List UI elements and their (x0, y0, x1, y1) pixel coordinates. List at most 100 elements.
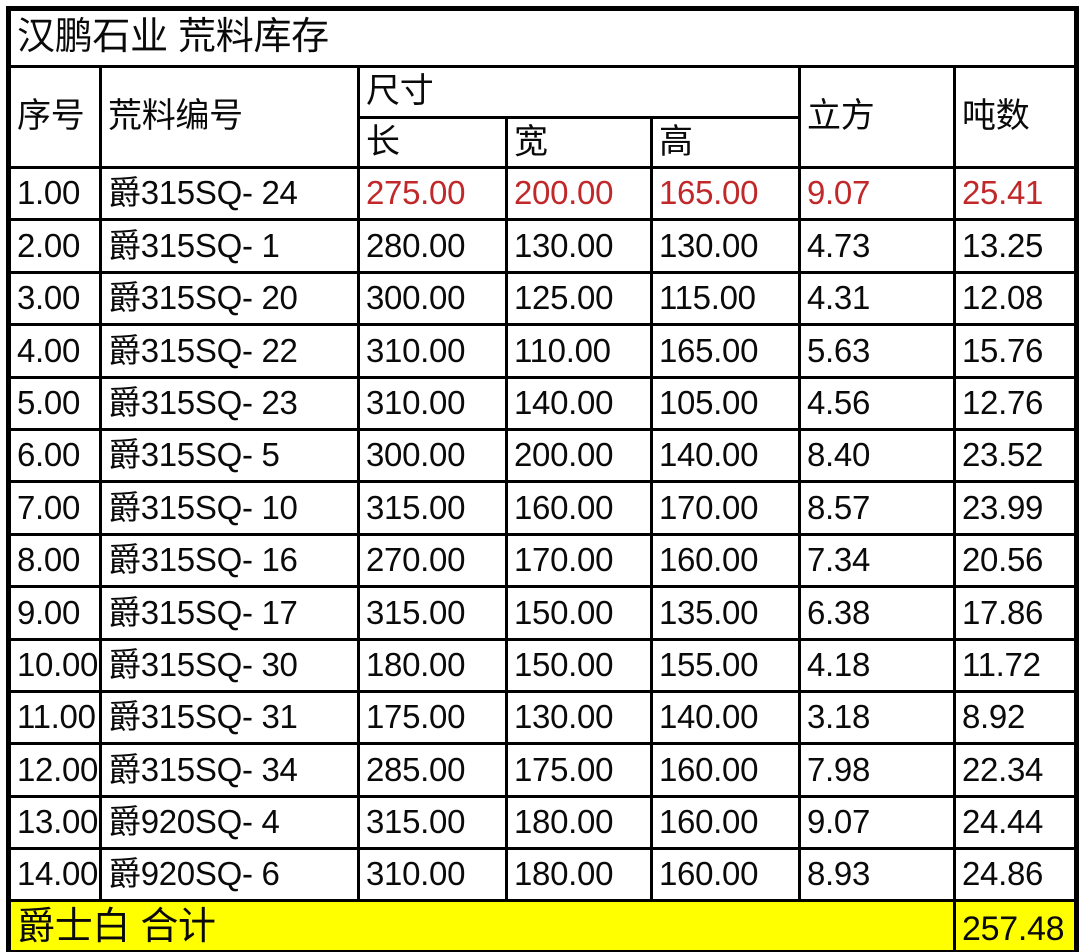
table-row: 4.00 爵315SQ- 22 310.00 110.00 165.00 5.63 15.7… (7, 323, 1079, 379)
footer-total-tonnage: 257.48 (952, 899, 1079, 952)
header-row-1: 序号 荒料编号 尺寸 立方 吨数 (7, 65, 1079, 169)
table-row: 13.00 爵920SQ- 4 315.00 180.00 160.00 9.07 24.4… (7, 794, 1079, 851)
cell-height: 135.00 (650, 585, 801, 641)
cell-block-no: 爵315SQ- 10 (99, 480, 360, 536)
cell-height: 140.00 (650, 427, 801, 484)
col-header-height: 高 (650, 116, 801, 169)
table-head: 汉鹏石业 荒料库存 序号 荒料编号 尺寸 立方 吨数 长 宽 高 (6, 7, 1079, 169)
cell-width: 180.00 (505, 794, 653, 851)
cell-block-no: 爵315SQ- 24 (99, 165, 360, 222)
cell-volume: 8.40 (798, 427, 956, 484)
cell-height: 105.00 (650, 375, 801, 431)
cell-index: 9.00 (7, 585, 102, 641)
col-header-length: 长 (357, 116, 508, 169)
cell-height: 165.00 (650, 165, 801, 222)
cell-tonnage: 22.34 (952, 742, 1079, 798)
cell-length: 180.00 (357, 637, 508, 693)
cell-volume: 4.56 (798, 375, 956, 431)
cell-height: 160.00 (650, 794, 801, 851)
cell-tonnage: 24.44 (952, 794, 1079, 851)
cell-tonnage: 20.56 (952, 532, 1079, 589)
cell-tonnage: 12.76 (952, 375, 1079, 431)
col-header-width: 宽 (505, 116, 653, 169)
cell-length: 275.00 (357, 165, 508, 222)
cell-width: 200.00 (505, 427, 653, 484)
cell-index: 7.00 (7, 480, 102, 536)
cell-tonnage: 15.76 (952, 323, 1079, 379)
table-row: 2.00 爵315SQ- 1 280.00 130.00 130.00 4.73 13.25 (7, 218, 1079, 274)
cell-height: 140.00 (650, 689, 801, 746)
cell-index: 2.00 (7, 218, 102, 274)
table-row: 3.00 爵315SQ- 20 300.00 125.00 115.00 4.31 12.0… (7, 270, 1079, 327)
table-body: 1.00 爵315SQ- 24 275.00 200.00 165.00 9.07 25.4… (7, 165, 1079, 903)
table-foot: 爵士白 合计 257.48 (7, 899, 1079, 952)
cell-height: 160.00 (650, 742, 801, 798)
cell-width: 110.00 (505, 323, 653, 379)
cell-volume: 5.63 (798, 323, 956, 379)
cell-block-no: 爵315SQ- 23 (99, 375, 360, 431)
cell-width: 150.00 (505, 585, 653, 641)
cell-tonnage: 13.25 (952, 218, 1079, 274)
cell-width: 140.00 (505, 375, 653, 431)
cell-length: 270.00 (357, 532, 508, 589)
cell-length: 300.00 (357, 270, 508, 327)
col-header-index: 序号 (7, 65, 102, 169)
cell-block-no: 爵315SQ- 34 (99, 742, 360, 798)
inventory-table: 汉鹏石业 荒料库存 序号 荒料编号 尺寸 立方 吨数 长 宽 高 1.00 爵31… (6, 6, 1080, 952)
cell-volume: 8.93 (798, 847, 956, 903)
cell-height: 115.00 (650, 270, 801, 327)
cell-index: 11.00 (7, 689, 102, 746)
table-row: 5.00 爵315SQ- 23 310.00 140.00 105.00 4.56 12.7… (7, 375, 1079, 431)
cell-volume: 3.18 (798, 689, 956, 746)
cell-width: 170.00 (505, 532, 653, 589)
cell-height: 160.00 (650, 847, 801, 903)
cell-tonnage: 24.86 (952, 847, 1079, 903)
cell-height: 160.00 (650, 532, 801, 589)
table-row: 14.00 爵920SQ- 6 310.00 180.00 160.00 8.93 24.8… (7, 847, 1079, 903)
cell-index: 12.00 (7, 742, 102, 798)
cell-block-no: 爵315SQ- 1 (99, 218, 360, 274)
cell-width: 130.00 (505, 218, 653, 274)
table-row: 6.00 爵315SQ- 5 300.00 200.00 140.00 8.40 23.52 (7, 427, 1079, 484)
cell-width: 160.00 (505, 480, 653, 536)
cell-block-no: 爵920SQ- 6 (99, 847, 360, 903)
cell-height: 130.00 (650, 218, 801, 274)
cell-width: 125.00 (505, 270, 653, 327)
cell-block-no: 爵315SQ- 31 (99, 689, 360, 746)
cell-length: 315.00 (357, 794, 508, 851)
col-header-size-group: 尺寸 (357, 65, 801, 119)
title-row: 汉鹏石业 荒料库存 (6, 7, 1079, 68)
cell-index: 13.00 (7, 794, 102, 851)
table-row: 11.00 爵315SQ- 31 175.00 130.00 140.00 3.18 8.9… (7, 689, 1079, 746)
cell-tonnage: 23.99 (952, 480, 1079, 536)
cell-block-no: 爵920SQ- 4 (99, 794, 360, 851)
cell-block-no: 爵315SQ- 22 (99, 323, 360, 379)
cell-volume: 9.07 (798, 165, 956, 222)
cell-height: 165.00 (650, 323, 801, 379)
table-row: 1.00 爵315SQ- 24 275.00 200.00 165.00 9.07 25.4… (7, 165, 1079, 222)
footer-label: 爵士白 合计 (7, 899, 956, 952)
cell-volume: 4.73 (798, 218, 956, 274)
cell-length: 315.00 (357, 480, 508, 536)
sheet-title: 汉鹏石业 荒料库存 (6, 7, 1079, 68)
cell-block-no: 爵315SQ- 20 (99, 270, 360, 327)
cell-volume: 7.98 (798, 742, 956, 798)
cell-tonnage: 23.52 (952, 427, 1079, 484)
cell-width: 200.00 (505, 165, 653, 222)
cell-height: 170.00 (650, 480, 801, 536)
cell-tonnage: 11.72 (952, 637, 1079, 693)
cell-block-no: 爵315SQ- 16 (99, 532, 360, 589)
cell-volume: 9.07 (798, 794, 956, 851)
cell-length: 300.00 (357, 427, 508, 484)
cell-volume: 8.57 (798, 480, 956, 536)
cell-length: 310.00 (357, 375, 508, 431)
cell-width: 175.00 (505, 742, 653, 798)
cell-index: 8.00 (7, 532, 102, 589)
cell-length: 175.00 (357, 689, 508, 746)
cell-volume: 7.34 (798, 532, 956, 589)
cell-index: 3.00 (7, 270, 102, 327)
col-header-volume: 立方 (798, 65, 956, 169)
table-row: 8.00 爵315SQ- 16 270.00 170.00 160.00 7.34 20.5… (7, 532, 1079, 589)
cell-tonnage: 17.86 (952, 585, 1079, 641)
